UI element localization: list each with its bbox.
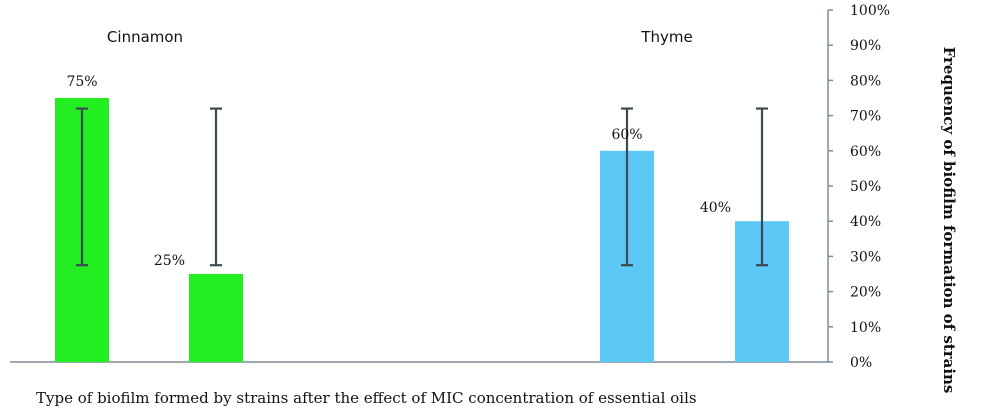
y-tick-label: 30%: [850, 249, 881, 265]
y-tick-label: 60%: [850, 144, 881, 160]
data-label: 75%: [66, 74, 97, 90]
group-label-thyme: Thyme: [640, 28, 692, 46]
y-tick-label: 90%: [850, 38, 881, 54]
x-axis-title: Type of biofilm formed by strains after …: [36, 389, 697, 407]
error-bars: [76, 107, 768, 267]
data-label: 60%: [611, 127, 642, 143]
y-axis-ticks: 0% 10% 20% 30% 40% 50% 60% 70% 80% 90% 100%: [828, 3, 890, 371]
bar-cinnamon-2: [189, 274, 243, 362]
y-axis-title: Frequency of biofilm formation of strain…: [940, 47, 958, 394]
y-tick-label: 100%: [850, 3, 890, 19]
y-tick-label: 10%: [850, 320, 881, 336]
bars: [55, 98, 789, 362]
y-tick-label: 0%: [850, 355, 872, 371]
y-tick-label: 50%: [850, 179, 881, 195]
data-label: 25%: [154, 253, 185, 269]
y-tick-label: 40%: [850, 214, 881, 230]
axes: [10, 10, 829, 363]
data-label: 40%: [700, 200, 731, 216]
labels: 75% 25% 60% 40%: [66, 74, 731, 269]
group-label-cinnamon: Cinnamon: [107, 28, 183, 46]
y-tick-label: 70%: [850, 109, 881, 125]
y-tick-label: 80%: [850, 73, 881, 89]
y-tick-label: 20%: [850, 285, 881, 301]
